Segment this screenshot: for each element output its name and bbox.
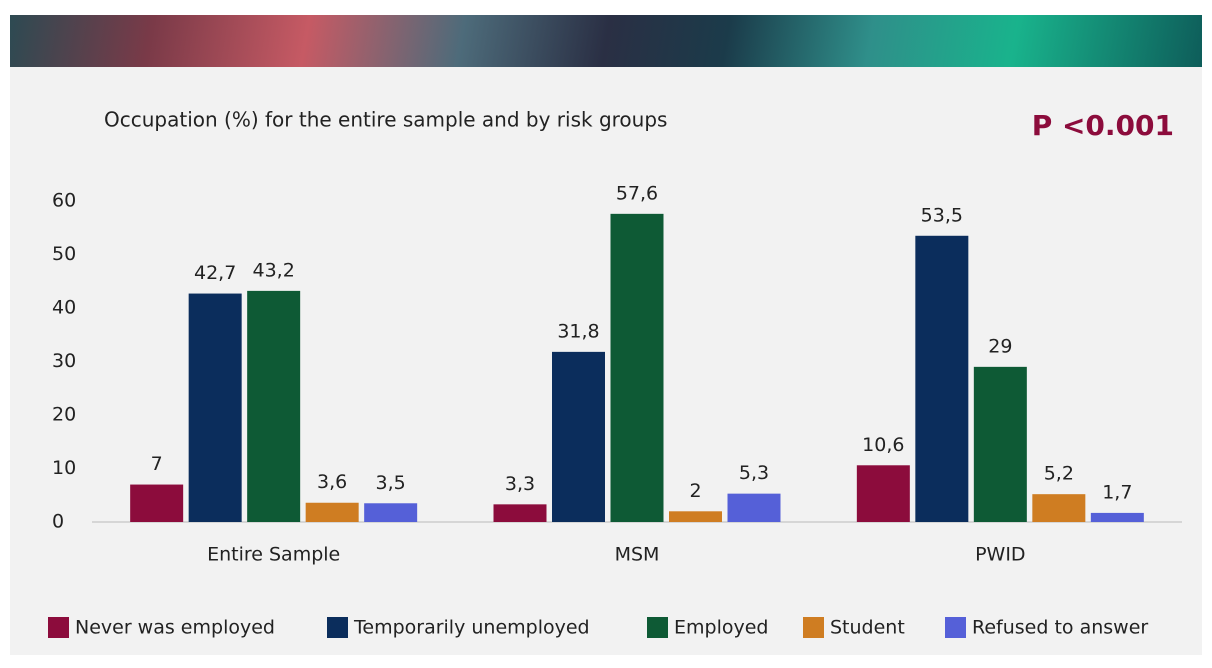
chart-title: Occupation (%) for the entire sample and…: [104, 108, 667, 132]
y-tick-label: 60: [52, 190, 76, 212]
y-tick-label: 20: [52, 404, 76, 426]
bar: [610, 213, 664, 522]
data-label: 3,5: [376, 472, 406, 494]
data-label: 43,2: [253, 259, 295, 281]
bar: [305, 502, 359, 522]
banner: [10, 15, 1202, 67]
bar: [247, 290, 301, 522]
legend-swatch: [945, 617, 966, 638]
legend-label: Never was employed: [75, 617, 275, 639]
legend-label: Employed: [674, 617, 768, 639]
bar: [1090, 512, 1144, 522]
data-label: 7: [151, 453, 163, 475]
data-label: 53,5: [921, 204, 963, 226]
bar: [493, 504, 547, 522]
bar: [973, 366, 1027, 522]
y-tick-label: 10: [52, 457, 76, 479]
data-label: 3,6: [317, 471, 347, 493]
bar: [188, 293, 242, 522]
bar: [552, 351, 605, 522]
x-tick-label: PWID: [975, 544, 1025, 566]
legend-swatch: [327, 617, 348, 638]
legend-label: Temporarily unemployed: [353, 617, 590, 639]
data-label: 42,7: [194, 262, 236, 284]
data-label: 3,3: [505, 473, 535, 495]
data-label: 29: [988, 335, 1012, 357]
y-tick-label: 40: [52, 297, 76, 319]
data-label: 57,6: [616, 182, 658, 204]
y-tick-label: 0: [52, 511, 64, 533]
legend-label: Student: [830, 617, 905, 639]
legend-label: Refused to answer: [972, 617, 1148, 639]
bar: [915, 235, 969, 522]
bar: [727, 493, 781, 522]
bar: [364, 503, 418, 522]
bar: [1032, 494, 1086, 522]
bar: [856, 465, 910, 522]
legend-swatch: [803, 617, 824, 638]
data-label: 5,3: [739, 462, 769, 484]
x-tick-label: MSM: [615, 544, 660, 566]
data-label: 10,6: [862, 434, 904, 456]
data-label: 5,2: [1044, 463, 1074, 485]
data-label: 1,7: [1102, 481, 1132, 503]
annotation: P <0.001: [1032, 109, 1174, 142]
y-tick-label: 30: [52, 350, 76, 372]
legend-swatch: [48, 617, 69, 638]
legend-swatch: [647, 617, 668, 638]
y-tick-label: 50: [52, 243, 76, 265]
bar: [130, 484, 184, 522]
x-tick-label: Entire Sample: [207, 544, 340, 566]
data-label: 31,8: [557, 320, 599, 342]
bar: [669, 511, 722, 522]
data-label: 2: [689, 480, 701, 502]
